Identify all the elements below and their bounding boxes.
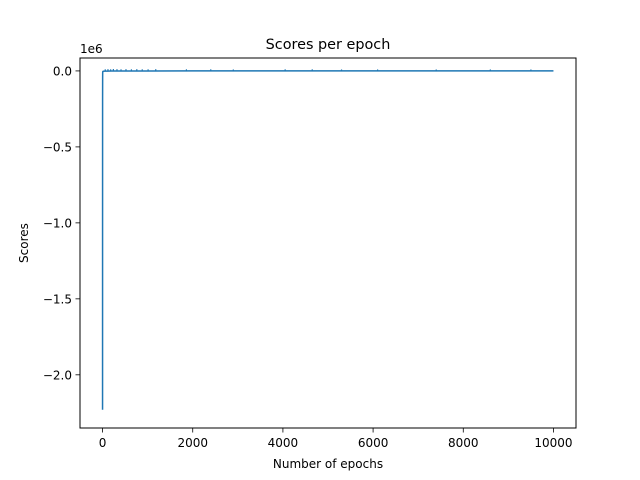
y-axis-label: Scores <box>17 223 31 263</box>
x-tick-label: 2000 <box>177 436 208 450</box>
x-tick-label: 6000 <box>358 436 389 450</box>
plot-frame <box>79 57 577 429</box>
y-offset-text: 1e6 <box>80 42 103 56</box>
plot-area: 0 2000 4000 6000 8000 10000 −2.0 −1.5 −1.0 −0.5 0… <box>43 57 577 450</box>
chart-title: Scores per epoch <box>266 37 391 53</box>
series-layer <box>101 69 554 410</box>
series-line-1 <box>101 70 554 410</box>
y-tick-label: −0.5 <box>43 140 72 154</box>
y-tick-label: 0.0 <box>53 64 72 78</box>
x-tick-label: 10000 <box>534 436 572 450</box>
y-tick-label: −2.0 <box>43 368 72 382</box>
x-axis-label: Number of epochs <box>273 457 383 471</box>
x-tick-label: 0 <box>99 436 107 450</box>
x-axis: 0 2000 4000 6000 8000 10000 <box>99 428 573 450</box>
x-tick-label: 8000 <box>448 436 479 450</box>
y-tick-label: −1.0 <box>43 216 72 230</box>
y-axis: −2.0 −1.5 −1.0 −0.5 0.0 <box>43 64 80 382</box>
y-tick-label: −1.5 <box>43 292 72 306</box>
x-tick-label: 4000 <box>268 436 299 450</box>
